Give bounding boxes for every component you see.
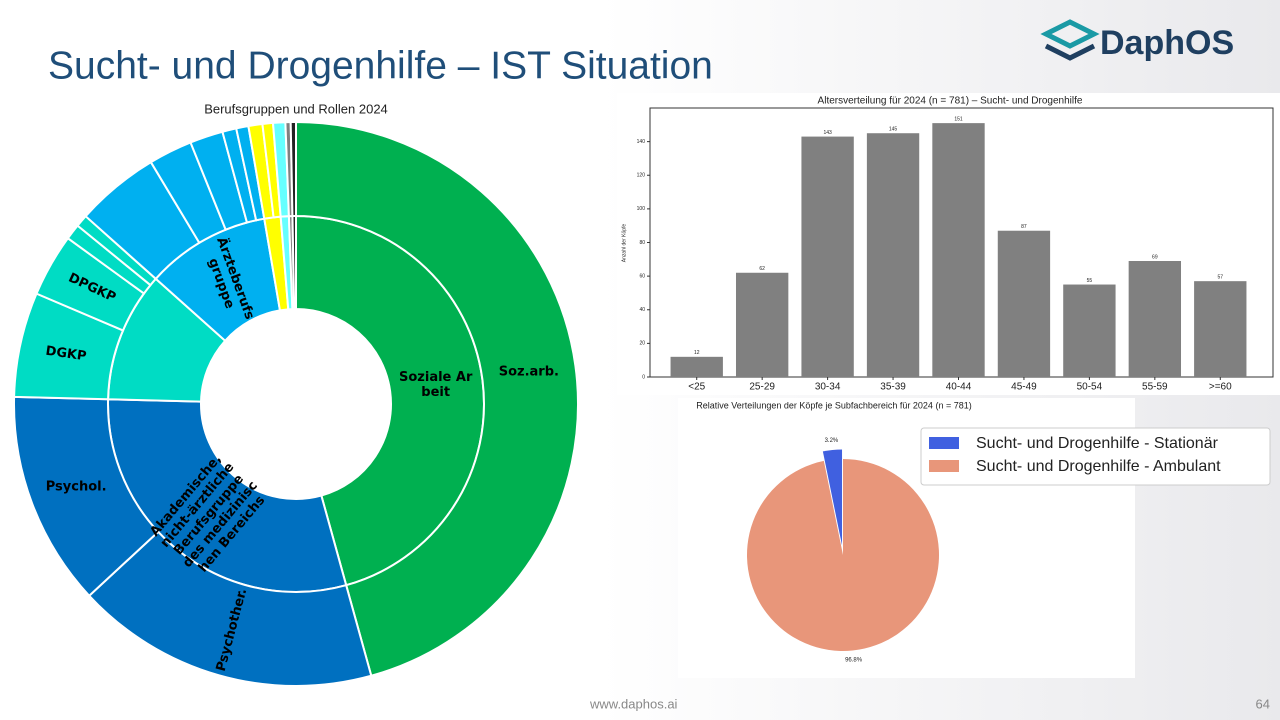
legend-label: Sucht- und Drogenhilfe - Ambulant — [976, 458, 1221, 475]
value-label: 57 — [1217, 274, 1223, 280]
bar — [1063, 284, 1116, 377]
value-label: 62 — [759, 266, 765, 272]
bar — [932, 123, 985, 377]
segment-label: Soziale Arbeit — [399, 370, 473, 400]
bar — [997, 230, 1051, 377]
value-label: 3.2% — [825, 438, 839, 444]
legend-label: Sucht- und Drogenhilfe - Stationär — [976, 435, 1219, 452]
value-label: 87 — [1021, 224, 1027, 230]
value-label: 96.8% — [845, 658, 863, 664]
y-tick-label: 140 — [637, 139, 646, 145]
x-tick-label: 40-44 — [946, 382, 972, 393]
page-number: 64 — [1256, 696, 1270, 711]
chart-title: Berufsgruppen und Rollen 2024 — [204, 101, 388, 116]
legend-box — [920, 427, 1271, 486]
y-tick-label: 80 — [639, 240, 645, 246]
segment-label: Psychol. — [45, 479, 107, 495]
value-label: 55 — [1087, 278, 1093, 284]
pie-slice — [822, 449, 843, 546]
x-tick-label: 35-39 — [880, 382, 906, 393]
pie-slice — [747, 459, 940, 651]
y-tick-label: 0 — [642, 374, 645, 380]
logo-icon — [1040, 19, 1100, 61]
value-label: 151 — [954, 116, 963, 122]
x-tick-label: 50-54 — [1077, 382, 1103, 393]
footer-url: www.daphos.ai — [589, 696, 678, 711]
bar — [801, 136, 854, 377]
x-tick-label: 55-59 — [1142, 382, 1168, 393]
y-tick-label: 60 — [639, 273, 645, 279]
bar — [1194, 281, 1247, 377]
bar — [735, 272, 789, 377]
y-tick-label: 120 — [637, 173, 646, 179]
logo-text: DaphOS — [1100, 24, 1234, 62]
x-tick-label: <25 — [688, 382, 705, 393]
y-tick-label: 20 — [639, 341, 645, 347]
y-tick-label: 100 — [637, 206, 646, 212]
y-axis-label: Anzahl der Köpfe — [621, 224, 627, 263]
bar — [670, 356, 723, 377]
segment-label: Soz.arb. — [498, 364, 559, 380]
x-tick-label: 45-49 — [1011, 382, 1037, 393]
legend-swatch — [929, 437, 959, 449]
sunburst-segment — [289, 120, 297, 218]
sunburst-segment — [295, 120, 579, 678]
legend-swatch — [929, 460, 959, 472]
sunburst-segment — [87, 530, 373, 687]
value-label: 143 — [823, 130, 832, 136]
x-tick-label: 25-29 — [749, 382, 775, 393]
slide-title: Sucht- und Drogenhilfe – IST Situation — [48, 44, 713, 87]
value-label: 145 — [889, 127, 898, 133]
x-tick-label: >=60 — [1209, 382, 1232, 393]
chart-title: Altersverteilung für 2024 (n = 781) – Su… — [818, 96, 1083, 107]
y-tick-label: 40 — [639, 307, 645, 313]
chart-title: Relative Verteilungen der Köpfe je Subfa… — [696, 400, 971, 410]
value-label: 69 — [1152, 254, 1158, 260]
x-tick-label: 30-34 — [815, 382, 841, 393]
sunburst-segment — [291, 214, 297, 311]
bar — [866, 133, 920, 377]
bar — [1128, 260, 1182, 377]
value-label: 12 — [694, 350, 700, 356]
